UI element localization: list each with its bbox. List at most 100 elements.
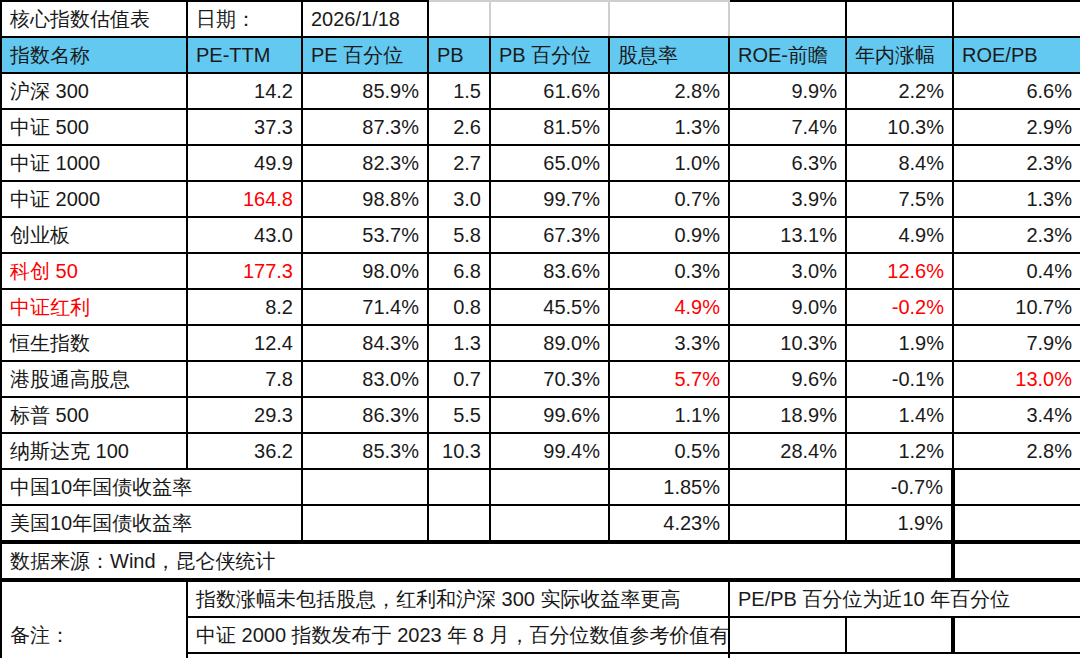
notes-label-cell: 备注： (1, 580, 187, 658)
div-yield-cell: 1.1% (609, 397, 729, 433)
empty-cell (846, 1, 953, 37)
pe-pct-cell: 87.3% (302, 109, 428, 145)
index-name-cell: 沪深 300 (1, 73, 187, 109)
pe-pct-cell: 82.3% (302, 145, 428, 181)
roe-fwd-cell: 18.9% (729, 397, 846, 433)
pe-ttm-cell: 29.3 (187, 397, 302, 433)
index-name-cell: 中证 500 (1, 109, 187, 145)
table-row: 中证红利 8.2 71.4% 0.8 45.5% 4.9% 9.0% -0.2%… (1, 289, 1080, 325)
roe-fwd-cell: 3.0% (729, 253, 846, 289)
pb-cell: 1.3 (428, 325, 490, 361)
empty-cell (846, 617, 953, 653)
valuation-sheet: 核心指数估值表 日期： 2026/1/18 指数名称 PE-TTM PE 百分位… (0, 0, 1080, 658)
table-row: 恒生指数 12.4 84.3% 1.3 89.0% 3.3% 10.3% 1.9… (1, 325, 1080, 361)
ytd-cell: 4.9% (846, 217, 953, 253)
pe-pct-cell: 71.4% (302, 289, 428, 325)
div-yield-cell: 0.9% (609, 217, 729, 253)
empty-cell (490, 505, 609, 542)
col-header-pb-pct: PB 百分位 (490, 37, 609, 73)
ytd-cell: 1.9% (846, 325, 953, 361)
index-name-cell: 恒生指数 (1, 325, 187, 361)
pb-pct-cell: 83.6% (490, 253, 609, 289)
pe-ttm-cell: 36.2 (187, 433, 302, 469)
col-header-pb: PB (428, 37, 490, 73)
index-name-cell: 中证 2000 (1, 181, 187, 217)
roe-pb-cell: 0.4% (953, 253, 1080, 289)
table-row: 科创 50 177.3 98.0% 6.8 83.6% 0.3% 3.0% 12… (1, 253, 1080, 289)
bond-row: 中国10年国债收益率 1.85% -0.7% (1, 469, 1080, 505)
empty-cell (490, 469, 609, 505)
div-yield-cell: 0.5% (609, 433, 729, 469)
note-cell: 科创 50 指数发布于 2020 年 7 月，百分位数值参考价值有限 (187, 653, 729, 658)
ytd-cell: 2.2% (846, 73, 953, 109)
pe-pct-cell: 85.9% (302, 73, 428, 109)
note-nasdaq-cell: 纳斯达克 100 的 ROE 数据有些失真，和起 (729, 653, 1080, 658)
col-header-pe-pct: PE 百分位 (302, 37, 428, 73)
col-header-roe-fwd: ROE-前瞻 (729, 37, 846, 73)
pe-pct-cell: 98.8% (302, 181, 428, 217)
table-row: 港股通高股息 7.8 83.0% 0.7 70.3% 5.7% 9.6% -0.… (1, 361, 1080, 397)
pb-cell: 0.7 (428, 361, 490, 397)
roe-pb-cell: 2.3% (953, 217, 1080, 253)
index-name-cell: 港股通高股息 (1, 361, 187, 397)
pe-ttm-cell: 7.8 (187, 361, 302, 397)
bond-yield-cell: 1.85% (609, 469, 729, 505)
col-header-ytd-change: 年内涨幅 (846, 37, 953, 73)
note-cell: 指数涨幅未包括股息，红利和沪深 300 实际收益率更高 (187, 580, 729, 617)
pe-pct-cell: 84.3% (302, 325, 428, 361)
pb-pct-cell: 89.0% (490, 325, 609, 361)
source-row: 数据来源：Wind，昆仑侠统计 (1, 542, 1080, 580)
column-header-row: 指数名称 PE-TTM PE 百分位 PB PB 百分位 股息率 ROE-前瞻 … (1, 37, 1080, 73)
pb-cell: 3.0 (428, 181, 490, 217)
title-row: 核心指数估值表 日期： 2026/1/18 (1, 1, 1080, 37)
empty-cell (729, 469, 846, 505)
pb-pct-cell: 45.5% (490, 289, 609, 325)
table-row: 纳斯达克 100 36.2 85.3% 10.3 99.4% 0.5% 28.4… (1, 433, 1080, 469)
table-row: 创业板 43.0 53.7% 5.8 67.3% 0.9% 13.1% 4.9%… (1, 217, 1080, 253)
empty-cell (953, 469, 1080, 505)
pe-pct-cell: 53.7% (302, 217, 428, 253)
ytd-cell: 10.3% (846, 109, 953, 145)
bond-ytd-cell: 1.9% (846, 505, 953, 542)
empty-cell (428, 1, 490, 37)
col-header-index-name: 指数名称 (1, 37, 187, 73)
roe-pb-cell: 2.8% (953, 433, 1080, 469)
ytd-cell: 1.2% (846, 433, 953, 469)
pb-cell: 2.7 (428, 145, 490, 181)
index-name-cell: 中证 1000 (1, 145, 187, 181)
empty-cell (729, 1, 846, 37)
pb-pct-cell: 65.0% (490, 145, 609, 181)
pb-cell: 5.5 (428, 397, 490, 433)
ytd-cell: 7.5% (846, 181, 953, 217)
pb-cell: 2.6 (428, 109, 490, 145)
index-name-cell: 标普 500 (1, 397, 187, 433)
empty-cell (609, 1, 729, 37)
pb-cell: 1.5 (428, 73, 490, 109)
pb-pct-cell: 61.6% (490, 73, 609, 109)
ytd-cell: 12.6% (846, 253, 953, 289)
col-header-div-yield: 股息率 (609, 37, 729, 73)
div-yield-cell: 1.3% (609, 109, 729, 145)
note-pepb-cell: PE/PB 百分位为近10 年百分位 (729, 580, 1080, 617)
bond-ytd-cell: -0.7% (846, 469, 953, 505)
roe-pb-cell: 13.0% (953, 361, 1080, 397)
roe-pb-cell: 7.9% (953, 325, 1080, 361)
pe-ttm-cell: 49.9 (187, 145, 302, 181)
note-cell: 中证 2000 指数发布于 2023 年 8 月，百分位数值参考价值有限 (187, 617, 729, 653)
empty-cell (428, 469, 490, 505)
roe-fwd-cell: 3.9% (729, 181, 846, 217)
pe-pct-cell: 98.0% (302, 253, 428, 289)
roe-fwd-cell: 9.0% (729, 289, 846, 325)
pb-cell: 5.8 (428, 217, 490, 253)
col-header-roe-pb: ROE/PB (953, 37, 1080, 73)
roe-fwd-cell: 6.3% (729, 145, 846, 181)
roe-pb-cell: 1.3% (953, 181, 1080, 217)
pb-pct-cell: 99.4% (490, 433, 609, 469)
roe-fwd-cell: 10.3% (729, 325, 846, 361)
valuation-table: 核心指数估值表 日期： 2026/1/18 指数名称 PE-TTM PE 百分位… (0, 0, 1080, 658)
div-yield-cell: 0.3% (609, 253, 729, 289)
date-label: 日期： (187, 1, 302, 37)
empty-cell (953, 1, 1080, 37)
div-yield-cell: 3.3% (609, 325, 729, 361)
ytd-cell: -0.2% (846, 289, 953, 325)
